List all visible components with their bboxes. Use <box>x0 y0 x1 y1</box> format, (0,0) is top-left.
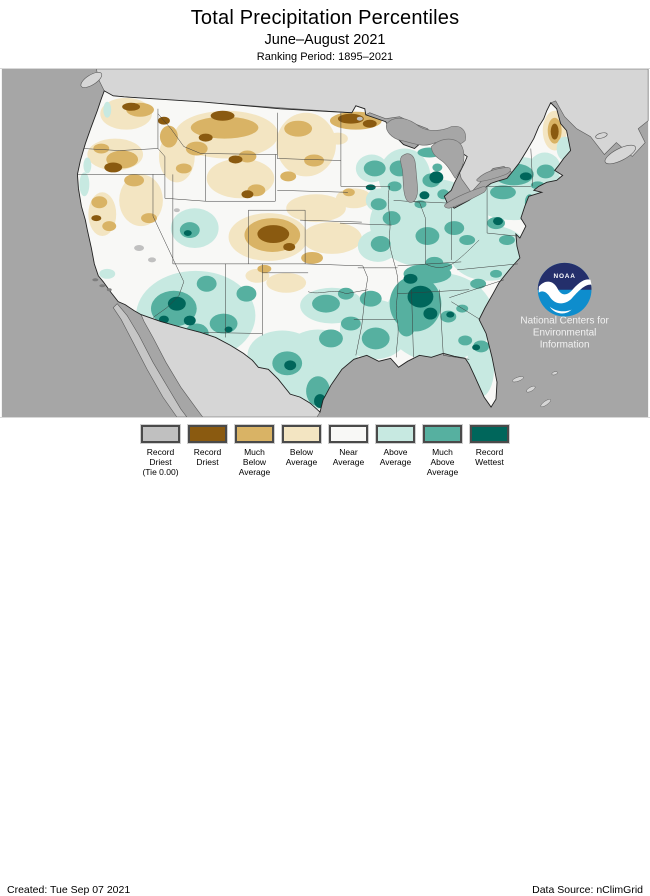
page-title: Total Precipitation Percentiles <box>190 7 460 29</box>
lake-ontario <box>476 167 511 182</box>
legend-item-below-average: Below Average <box>278 425 325 477</box>
noaa-caption-line1: National Centers for <box>520 316 609 327</box>
prince-edward-island <box>595 132 608 139</box>
legend-item-record-driest-tie: Record Driest (Tie 0.00) <box>137 425 184 477</box>
legend-swatch <box>282 425 321 443</box>
lake-huron <box>431 138 465 179</box>
page-subtitle: June–August 2021 <box>264 32 386 48</box>
legend-label: Record Driest <box>193 447 222 467</box>
legend-swatch <box>141 425 180 443</box>
lake-michigan <box>400 153 418 203</box>
channel-islands <box>92 278 112 292</box>
noaa-bird-swoosh <box>538 279 592 304</box>
legend-label: Much Below Average <box>238 447 271 477</box>
noaa-acronym: NOAA <box>554 273 576 280</box>
state-borders <box>77 108 534 360</box>
map-area: NOAA National Centers for Environmental … <box>0 68 650 418</box>
legend-swatch <box>376 425 415 443</box>
noaa-caption-line3: Information <box>540 339 590 350</box>
vancouver-island <box>80 72 103 88</box>
legend-item-much-below-average: Much Below Average <box>231 425 278 477</box>
legend-swatch <box>423 425 462 443</box>
region-blobs-record-driest-tie <box>134 116 363 263</box>
legend-swatch <box>470 425 509 443</box>
legend-row: Record Driest (Tie 0.00) Record Driest M… <box>0 418 650 477</box>
legend-item-near-average: Near Average <box>325 425 372 477</box>
great-lakes <box>386 117 511 209</box>
legend-item-record-wettest: Record Wettest <box>466 425 513 477</box>
legend-label: Record Driest (Tie 0.00) <box>142 447 179 477</box>
noaa-logo: NOAA National Centers for Environmental … <box>520 262 610 350</box>
legend: Record Driest (Tie 0.00) Record Driest M… <box>0 418 650 896</box>
bahamas-islands <box>512 371 558 408</box>
noaa-wave-crescent <box>549 306 572 314</box>
baja-peninsula <box>112 303 188 417</box>
noaa-caption-line2: Environmental <box>533 327 597 338</box>
legend-item-above-average: Above Average <box>372 425 419 477</box>
legend-item-much-above-average: Much Above Average <box>419 425 466 477</box>
us-precipitation-map: NOAA National Centers for Environmental … <box>1 69 649 417</box>
legend-swatch <box>188 425 227 443</box>
ranking-period: Ranking Period: 1895–2021 <box>256 51 394 63</box>
header: Total Precipitation Percentiles June–Aug… <box>0 0 650 68</box>
lake-superior <box>386 117 466 146</box>
legend-swatch <box>329 425 368 443</box>
data-source: Data Source: nClimGrid <box>532 884 643 896</box>
legend-label: Much Above Average <box>426 447 459 477</box>
legend-label: Below Average <box>285 447 318 467</box>
created-date: Created: Tue Sep 07 2021 <box>7 884 131 896</box>
legend-swatch <box>235 425 274 443</box>
legend-item-record-driest: Record Driest <box>184 425 231 477</box>
nova-scotia <box>604 144 636 165</box>
legend-label: Record Wettest <box>475 447 504 467</box>
legend-label: Near Average <box>332 447 365 467</box>
region-blobs-record-wettest <box>158 151 532 409</box>
lake-erie <box>444 186 487 209</box>
legend-label: Above Average <box>379 447 412 467</box>
us-outline <box>76 90 572 413</box>
